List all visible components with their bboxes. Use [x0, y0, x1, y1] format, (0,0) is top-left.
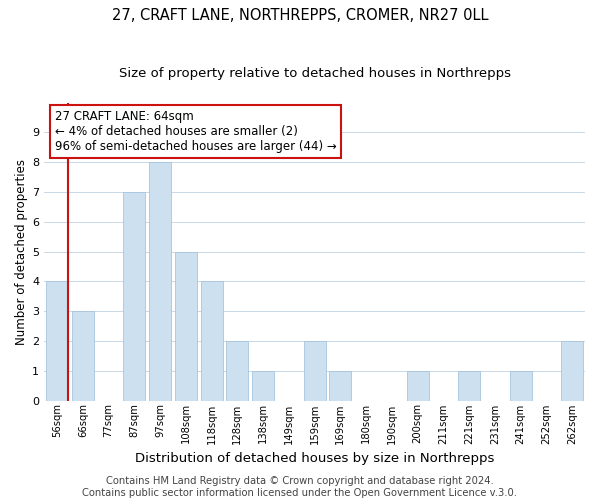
- Bar: [72, 311, 94, 400]
- Bar: [407, 370, 428, 400]
- Bar: [252, 370, 274, 400]
- Title: Size of property relative to detached houses in Northrepps: Size of property relative to detached ho…: [119, 68, 511, 80]
- Text: 27 CRAFT LANE: 64sqm
← 4% of detached houses are smaller (2)
96% of semi-detache: 27 CRAFT LANE: 64sqm ← 4% of detached ho…: [55, 110, 337, 153]
- Bar: [175, 252, 197, 400]
- X-axis label: Distribution of detached houses by size in Northrepps: Distribution of detached houses by size …: [135, 452, 494, 465]
- Bar: [304, 341, 326, 400]
- Bar: [561, 341, 583, 400]
- Bar: [329, 370, 351, 400]
- Bar: [46, 282, 68, 401]
- Bar: [509, 370, 532, 400]
- Text: Contains HM Land Registry data © Crown copyright and database right 2024.
Contai: Contains HM Land Registry data © Crown c…: [83, 476, 517, 498]
- Bar: [124, 192, 145, 400]
- Text: 27, CRAFT LANE, NORTHREPPS, CROMER, NR27 0LL: 27, CRAFT LANE, NORTHREPPS, CROMER, NR27…: [112, 8, 488, 22]
- Bar: [458, 370, 480, 400]
- Bar: [226, 341, 248, 400]
- Bar: [149, 162, 171, 400]
- Y-axis label: Number of detached properties: Number of detached properties: [15, 158, 28, 344]
- Bar: [200, 282, 223, 401]
